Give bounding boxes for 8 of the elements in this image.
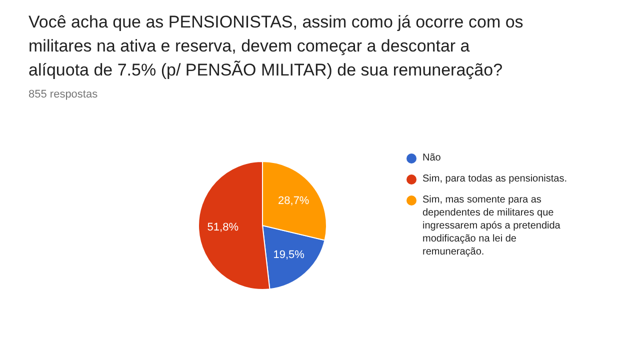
legend-label: Não [422,152,442,164]
text: 855 respostas [28,88,98,100]
data-label: 28,7% [278,194,310,207]
legend-label: Sim, mas somente para as dependentes de militares que ingressarem após a pretendida modificação na lei de remuneração. [422,194,561,258]
data-label: 51,8% [207,222,239,234]
data-label: 19,5% [273,249,305,262]
chart-title: Você acha que as PENSIONISTAS, assim como já ocorre com os militares na ativa e reserva, devem começar a descontar a alíquota de 7.5% (p/ PENSÃO MILITAR) de sua remuneração? [28,12,524,80]
legend-label: Sim, para todas as pensionistas. [422,174,568,184]
